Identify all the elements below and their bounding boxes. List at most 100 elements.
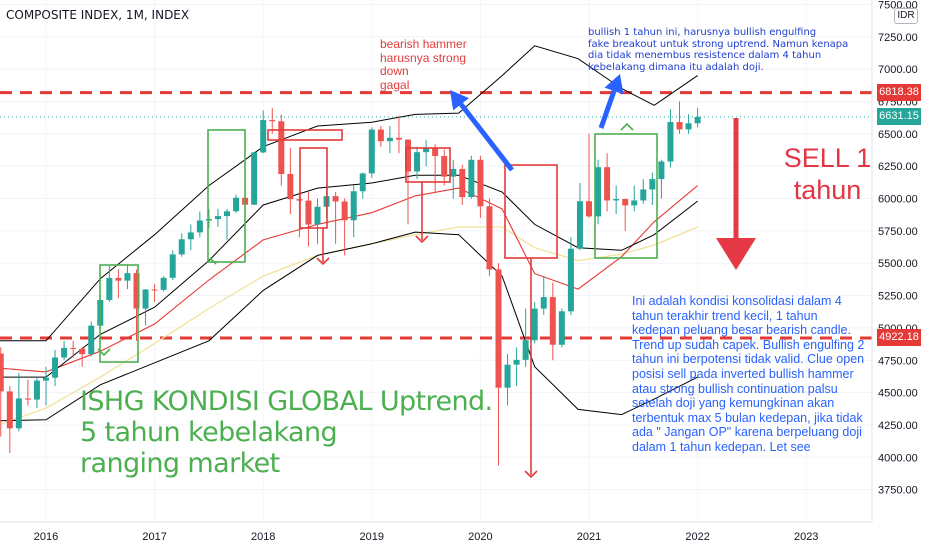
candle-body [395, 137, 402, 140]
candle-body [368, 129, 375, 174]
candle-body [676, 122, 683, 130]
candle-body [278, 121, 285, 175]
candle-body [251, 152, 258, 205]
candle-body [450, 168, 457, 177]
candle-body [631, 200, 638, 206]
candle-body [151, 289, 158, 291]
time-tick-label: 2018 [251, 531, 275, 543]
price-tick-label: 4250.00 [878, 420, 918, 432]
red-box-2018-top [267, 129, 343, 141]
candles [0, 101, 701, 466]
candle-body [178, 239, 185, 255]
candle-body [15, 398, 22, 429]
candle-body [586, 201, 592, 217]
price-tick-label: 5500.00 [878, 258, 918, 270]
candle-body [115, 277, 122, 281]
price-axis[interactable]: 3750.004000.004250.004500.004750.005000.… [871, 0, 918, 522]
candle-body [169, 254, 176, 278]
candle-body [658, 161, 665, 180]
candle-body [622, 199, 629, 206]
price-tick-label: 5750.00 [878, 226, 918, 238]
candle-body [70, 347, 77, 349]
candle-body [6, 391, 13, 429]
candle-body [468, 159, 475, 198]
price-tick-label: 5250.00 [878, 291, 918, 303]
currency-badge[interactable]: IDR [894, 8, 918, 24]
bearish-hammer-note: bearish hammer harusnya strong down gaga… [380, 37, 467, 92]
blue-arrow-top [598, 90, 617, 129]
arrowhead [415, 235, 429, 244]
candle-body [33, 380, 40, 400]
candle-body [350, 191, 357, 221]
arrowhead [620, 122, 634, 131]
candle-body [214, 216, 221, 220]
chart-title: COMPOSITE INDEX, 1M, INDEX [6, 8, 190, 22]
blue-arrow-top-head [604, 74, 624, 95]
candle-body [513, 359, 520, 365]
arrowhead [97, 348, 111, 357]
green-box-2021 [594, 133, 658, 259]
time-tick-label: 2020 [468, 531, 492, 543]
candle-body [522, 340, 529, 360]
candle-body [504, 364, 511, 388]
time-tick-label: 2019 [360, 531, 384, 543]
time-axis-bg [0, 522, 932, 550]
time-tick-label: 2016 [34, 531, 58, 543]
price-tag-support: 4922.18 [877, 329, 921, 347]
price-tick-label: 7500.00 [878, 0, 918, 11]
candle-body [314, 206, 321, 225]
candle-body [540, 297, 547, 309]
global-condition-note: ISHG KONDISI GLOBAL Uptrend. 5 tahun keb… [80, 386, 493, 479]
candle-body [423, 148, 430, 153]
green-box-2016 [99, 264, 139, 363]
candle-body [205, 219, 212, 221]
price-tag-last: 6631.15 [877, 108, 921, 126]
candle-body [694, 116, 701, 124]
time-tick-label: 2022 [685, 531, 709, 543]
candle-body [432, 148, 439, 157]
arrowhead [524, 470, 538, 479]
time-tick-label: 2017 [142, 531, 166, 543]
candle-body [196, 220, 203, 233]
candle-body [160, 277, 167, 290]
candle-body [604, 167, 611, 201]
candle-body [332, 196, 339, 202]
candle-body [61, 347, 68, 358]
candle-body [495, 269, 502, 388]
price-tag-resistance: 6818.38 [877, 84, 921, 102]
bullish-note: bullish 1 tahun ini, harusnya bullish en… [588, 27, 849, 73]
candle-body [613, 199, 620, 201]
candle-body [124, 273, 131, 281]
candle-body [24, 398, 31, 400]
candle-body [341, 201, 348, 221]
price-tick-label: 4750.00 [878, 355, 918, 367]
candle-body [359, 173, 366, 192]
candle-body [685, 123, 692, 130]
blue-arrow-hammer [459, 102, 514, 172]
candle-body [576, 201, 583, 249]
candle-body [640, 189, 647, 201]
bollinger-middle-line [0, 174, 698, 378]
arrowhead [316, 257, 330, 266]
candle-body [386, 137, 393, 142]
green-box-2017 [207, 129, 246, 263]
candle-body [260, 120, 267, 153]
candle-body [486, 206, 493, 270]
price-tick-label: 6250.00 [878, 161, 918, 173]
sell-note: SELL 1 tahun [783, 143, 872, 205]
candle-body [441, 156, 448, 177]
time-axis[interactable]: 2016 2017 2018 2019 2020 2021 2022 2023 [0, 521, 932, 550]
red-box-2019 [405, 147, 451, 183]
candle-body [667, 122, 674, 162]
time-tick-label: 2021 [577, 531, 601, 543]
bollinger-lower-line [0, 231, 698, 422]
price-tick-label: 3750.00 [878, 485, 918, 497]
time-tick-label: 2023 [794, 531, 818, 543]
price-tick-label: 7250.00 [878, 32, 918, 44]
candle-body [649, 179, 656, 190]
candle-body [0, 353, 4, 392]
candle-body [224, 211, 230, 217]
resistance-support-levels [0, 91, 872, 340]
candle-body [405, 139, 411, 172]
